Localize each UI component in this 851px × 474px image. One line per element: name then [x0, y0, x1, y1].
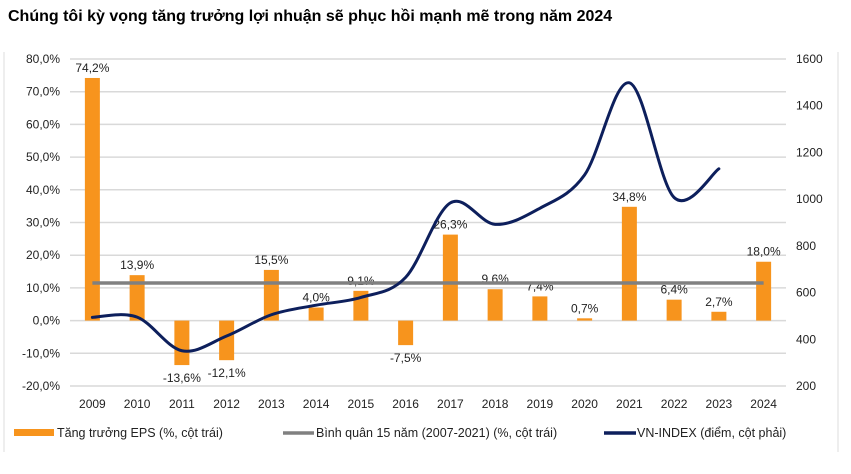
left-tick-label: 80,0% [26, 52, 60, 66]
right-tick-label: 1200 [796, 145, 823, 159]
eps-bar [666, 299, 682, 321]
x-tick-label: 2018 [482, 397, 509, 411]
data-label: 4,0% [302, 291, 330, 305]
left-tick-label: 0,0% [33, 314, 61, 328]
eps-bar [621, 206, 637, 321]
x-tick-label: 2009 [79, 397, 106, 411]
x-tick-label: 2016 [392, 397, 419, 411]
eps-bar [84, 77, 100, 321]
data-label: -12,1% [208, 366, 246, 380]
chart-title: Chúng tôi kỳ vọng tăng trưởng lợi nhuận … [8, 8, 613, 25]
left-tick-label: 10,0% [26, 281, 60, 295]
x-tick-label: 2020 [571, 397, 598, 411]
eps-bar [129, 275, 145, 321]
right-tick-label: 600 [796, 286, 816, 300]
right-tick-label: 400 [796, 332, 816, 346]
eps-bar [711, 311, 727, 321]
data-label: 26,3% [433, 218, 467, 232]
right-tick-label: 1400 [796, 99, 823, 113]
eps-bar [577, 318, 593, 321]
eps-bar [174, 320, 190, 366]
data-label: -13,6% [163, 371, 201, 385]
x-tick-label: 2015 [348, 397, 375, 411]
legend-label-average: Bình quân 15 năm (2007-2021) (%, cột trá… [316, 426, 557, 440]
x-tick-label: 2022 [661, 397, 688, 411]
data-label: 34,8% [612, 190, 646, 204]
data-label: 74,2% [75, 61, 109, 75]
data-label: 0,7% [571, 301, 599, 315]
data-label: -7,5% [390, 351, 422, 365]
left-tick-label: 60,0% [26, 117, 60, 131]
left-tick-label: 20,0% [26, 248, 60, 262]
left-tick-label: -20,0% [22, 379, 60, 393]
eps-bar [532, 296, 548, 321]
right-tick-label: 1000 [796, 192, 823, 206]
right-tick-label: 200 [796, 379, 816, 393]
vn-index-line [90, 81, 721, 353]
data-label: 13,9% [120, 258, 154, 272]
left-tick-label: 70,0% [26, 85, 60, 99]
x-tick-label: 2014 [303, 397, 330, 411]
x-tick-label: 2017 [437, 397, 464, 411]
legend-label-eps: Tăng trưởng EPS (%, cột trái) [57, 426, 223, 440]
data-label: 18,0% [747, 245, 781, 259]
data-label: 6,4% [660, 283, 688, 297]
data-label: 9,1% [347, 274, 375, 288]
eps-bar [308, 307, 324, 321]
x-tick-label: 2019 [527, 397, 554, 411]
legend-label-vn-index: VN-INDEX (điểm, cột phải) [637, 426, 786, 440]
left-tick-label: -10,0% [22, 346, 60, 360]
data-label: 15,5% [254, 253, 288, 267]
left-tick-label: 40,0% [26, 183, 60, 197]
x-tick-label: 2021 [616, 397, 643, 411]
x-tick-label: 2023 [706, 397, 733, 411]
right-tick-label: 1600 [796, 52, 823, 66]
eps-bar [398, 320, 414, 346]
left-tick-label: 50,0% [26, 150, 60, 164]
x-tick-label: 2013 [258, 397, 285, 411]
x-tick-label: 2010 [124, 397, 151, 411]
x-tick-label: 2024 [750, 397, 777, 411]
right-tick-label: 800 [796, 239, 816, 253]
eps-bar [442, 234, 458, 321]
eps-bar [756, 261, 772, 321]
left-tick-label: 30,0% [26, 216, 60, 230]
data-label: 2,7% [705, 295, 733, 309]
eps-bar [487, 289, 503, 321]
x-tick-label: 2011 [169, 397, 195, 411]
x-tick-label: 2012 [213, 397, 240, 411]
eps-bar [219, 320, 235, 361]
legend-swatch-eps [14, 429, 54, 436]
